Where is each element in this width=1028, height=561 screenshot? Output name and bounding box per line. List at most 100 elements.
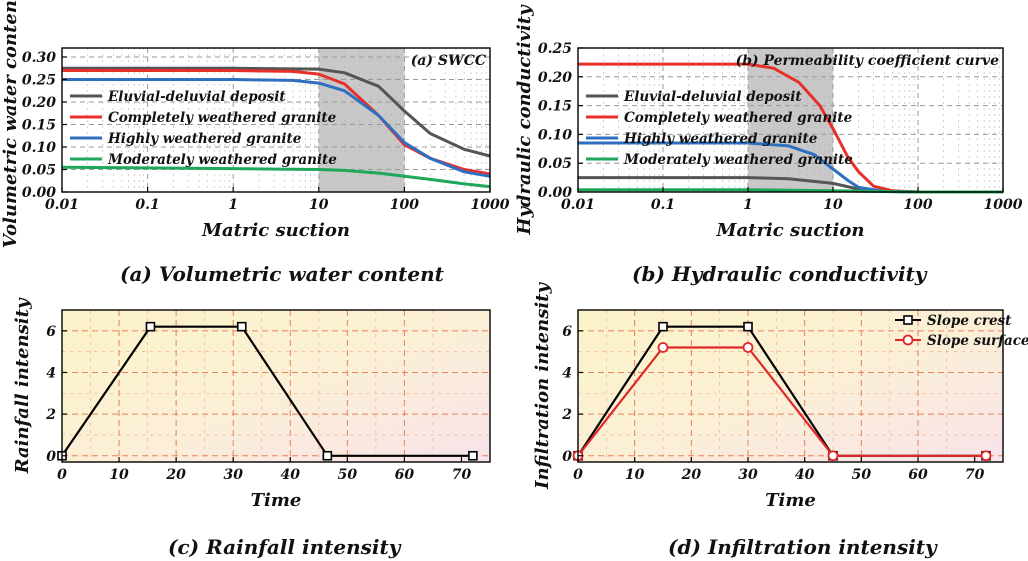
data-point xyxy=(145,321,156,332)
data-point xyxy=(980,450,992,462)
legend-label: Slope surface xyxy=(927,333,1028,349)
axes-frame xyxy=(61,309,491,463)
y-tick-label: 0.05 xyxy=(22,163,56,179)
x-tick-label: 0.1 xyxy=(651,197,675,213)
x-tick-label: 50 xyxy=(338,467,358,483)
x-tick-label: 70 xyxy=(452,467,472,483)
plot-area xyxy=(62,310,490,462)
x-tick-label: 10 xyxy=(309,197,329,213)
x-tick-label: 50 xyxy=(852,467,872,483)
x-axis-label: Time xyxy=(765,490,816,511)
data-point xyxy=(322,450,333,461)
y-tick-label: 6 xyxy=(46,324,56,340)
x-tick-label: 60 xyxy=(908,467,928,483)
y-tick-label: 0.00 xyxy=(538,185,572,201)
y-tick-label: 0.10 xyxy=(538,127,572,143)
series-line-4 xyxy=(61,165,491,189)
data-point xyxy=(657,342,669,353)
y-tick-label: 2 xyxy=(561,407,572,423)
chart-title: (a) SWCC xyxy=(411,53,486,69)
y-axis-label: Infiltration intensity xyxy=(532,282,553,490)
x-tick-label: 30 xyxy=(223,467,243,483)
x-tick-label: 0.01 xyxy=(45,197,79,213)
axes-frame xyxy=(61,47,491,193)
data-point xyxy=(658,321,668,332)
x-axis-label: Matric suction xyxy=(201,220,350,241)
x-tick-label: 0.1 xyxy=(135,197,159,213)
series-line-3 xyxy=(62,78,491,178)
y-tick-label: 0.00 xyxy=(22,185,56,201)
x-tick-label: 10 xyxy=(109,467,129,483)
series-line-1 xyxy=(62,66,491,158)
caption-d: (d) Infiltration intensity xyxy=(668,535,937,559)
legend-label: Completely weathered granite xyxy=(624,110,853,126)
y-axis-label: Rainfall intensity xyxy=(12,297,33,474)
caption-b: (b) Hydraulic conductivity xyxy=(632,262,927,286)
axes-frame xyxy=(577,309,1004,463)
axes-frame xyxy=(577,47,1004,193)
caption-a: (a) Volumetric water content xyxy=(120,262,444,286)
x-tick-label: 0.01 xyxy=(561,197,595,213)
legend-label: Moderately weathered granite xyxy=(107,152,337,168)
x-tick-label: 10 xyxy=(625,467,645,483)
data-point xyxy=(827,450,839,462)
x-tick-label: 1000 xyxy=(984,197,1023,213)
shaded-region xyxy=(748,48,833,192)
y-tick-label: 4 xyxy=(562,365,572,381)
data-point xyxy=(236,321,247,332)
data-point xyxy=(742,342,754,353)
x-tick-label: 30 xyxy=(738,467,758,483)
legend-label: Highly weathered granite xyxy=(623,131,818,147)
y-axis-label: Volumetric water content xyxy=(0,0,21,248)
y-tick-label: 0.10 xyxy=(22,140,56,156)
y-tick-label: 0.20 xyxy=(22,95,56,111)
x-tick-label: 100 xyxy=(390,197,419,213)
chart-title: (b) Permeability coefficient curve xyxy=(736,53,1000,69)
data-point xyxy=(743,321,753,332)
y-axis-label: Hydraulic conductivity xyxy=(514,4,535,236)
y-tick-label: 4 xyxy=(46,365,56,381)
y-tick-label: 0 xyxy=(46,449,56,465)
plot-area xyxy=(578,310,1003,462)
legend-label: Eluvial-deluvial deposit xyxy=(107,89,286,105)
x-axis-label: Time xyxy=(251,490,302,511)
legend-marker xyxy=(902,334,914,346)
x-tick-label: 1 xyxy=(743,197,753,213)
x-tick-label: 40 xyxy=(795,467,815,483)
y-tick-label: 0.25 xyxy=(22,73,56,89)
x-tick-label: 60 xyxy=(395,467,415,483)
x-tick-label: 20 xyxy=(165,467,186,483)
x-tick-label: 1 xyxy=(228,197,238,213)
x-tick-label: 10 xyxy=(823,197,843,213)
chart-a: 0.01 0.1 1 10 100 1000 0.00 0.05 0.10 0.15 0.20 0.2… xyxy=(0,0,510,248)
y-tick-label: 0.25 xyxy=(538,41,572,57)
x-tick-label: 0 xyxy=(57,467,67,483)
y-tick-label: 0.15 xyxy=(22,118,56,134)
y-tick-label: 0.20 xyxy=(538,70,572,86)
legend-label: Completely weathered granite xyxy=(108,110,337,126)
x-tick-label: 0 xyxy=(573,467,583,483)
x-tick-label: 40 xyxy=(281,467,301,483)
y-tick-label: 0.05 xyxy=(538,156,572,172)
x-tick-label: 20 xyxy=(681,467,702,483)
x-tick-label: 100 xyxy=(903,197,932,213)
legend-label: Slope crest xyxy=(927,313,1012,329)
legend-label: Highly weathered granite xyxy=(107,131,302,147)
y-tick-label: 0.15 xyxy=(538,99,572,115)
legend-marker xyxy=(903,315,913,325)
legend-label: Moderately weathered granite xyxy=(623,152,853,168)
x-tick-label: 70 xyxy=(965,467,985,483)
y-tick-label: 6 xyxy=(562,324,572,340)
legend-label: Eluvial-deluvial deposit xyxy=(623,89,802,105)
y-tick-label: 2 xyxy=(45,407,56,423)
chart-b: 0.01 0.1 1 10 100 1000 0.00 0.05 0.10 0.15 0.20 0.2… xyxy=(514,4,1023,241)
data-point xyxy=(468,450,478,461)
x-tick-label: 1000 xyxy=(471,197,510,213)
x-axis-label: Matric suction xyxy=(716,220,865,241)
chart-c: 0 10 20 30 40 50 60 70 0 2 4 6 Time Rainfall intensit… xyxy=(12,297,491,511)
y-tick-label: 0 xyxy=(562,449,572,465)
y-tick-label: 0.30 xyxy=(22,50,56,66)
caption-c: (c) Rainfall intensity xyxy=(168,535,401,559)
